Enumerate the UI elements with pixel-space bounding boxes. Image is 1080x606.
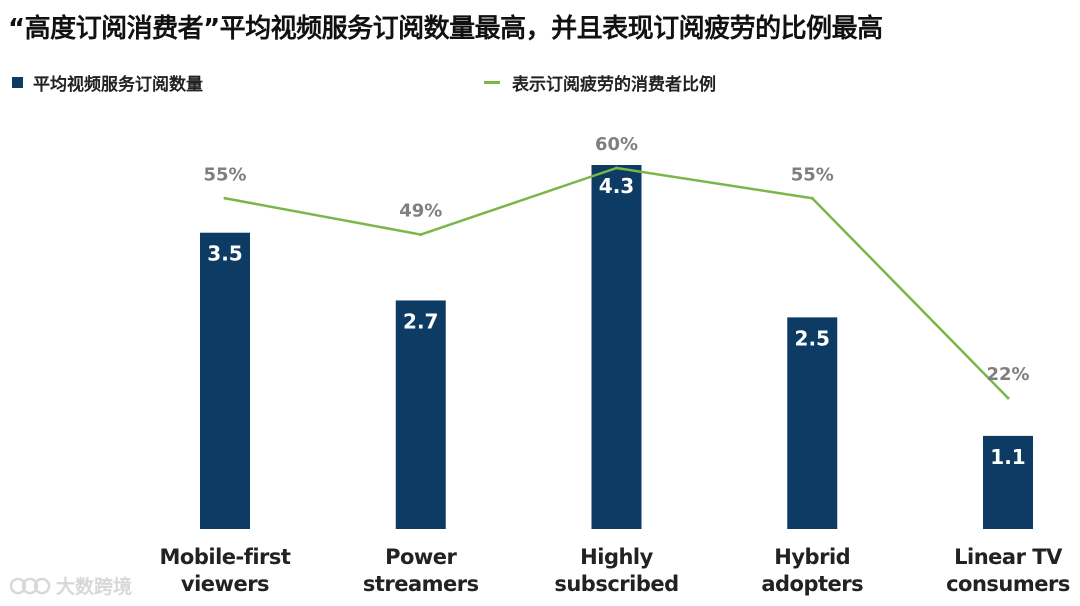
line-value-label: 22% (986, 364, 1029, 385)
category-label: Mobile-first (160, 545, 291, 569)
legend-bar-entry: 平均视频服务订阅数量 (12, 70, 203, 95)
line-point (615, 166, 618, 170)
bar (787, 317, 838, 529)
bar-value-label: 4.3 (599, 174, 634, 198)
category-label: consumers (946, 572, 1070, 596)
bar (591, 165, 642, 529)
bar (983, 435, 1033, 529)
line-value-label: 49% (399, 201, 442, 222)
line-value-label: 55% (791, 164, 834, 185)
bar-value-label: 2.7 (403, 309, 438, 333)
category-label: viewers (181, 572, 269, 596)
line-value-label: 60% (595, 134, 638, 155)
watermark-text: 大数跨境 (56, 576, 133, 598)
category-label: subscribed (554, 572, 678, 596)
category-label: streamers (363, 572, 479, 596)
category-label: Hybrid (774, 545, 850, 569)
category-label: adopters (761, 572, 863, 596)
bar (200, 232, 250, 529)
bar-value-label: 1.1 (990, 445, 1025, 469)
watermark-logo-icon (9, 577, 51, 594)
watermark: 大数跨境 (8, 572, 132, 599)
bar-value-label: 2.5 (795, 326, 830, 350)
category-label: Power (385, 545, 457, 569)
legend-line-entry: 表示订阅疲劳的消费者比例 (484, 70, 716, 95)
line-point (223, 196, 227, 200)
category-label: Highly (580, 545, 653, 569)
bar-value-label: 3.5 (207, 242, 242, 266)
line-point (810, 196, 814, 200)
legend-line-swatch (484, 80, 500, 84)
legend-line-label: 表示订阅疲劳的消费者比例 (512, 74, 716, 95)
line-point (1006, 396, 1010, 400)
category-label: Linear TV (954, 545, 1063, 569)
line-point (419, 233, 423, 237)
bar (395, 300, 446, 529)
line-value-label: 55% (203, 164, 246, 185)
chart-title: “高度订阅消费者”平均视频服务订阅数量最高，并且表现订阅疲劳的比例最高 (8, 14, 883, 44)
legend-bar-label: 平均视频服务订阅数量 (33, 74, 203, 95)
legend-bar-swatch (12, 76, 23, 88)
